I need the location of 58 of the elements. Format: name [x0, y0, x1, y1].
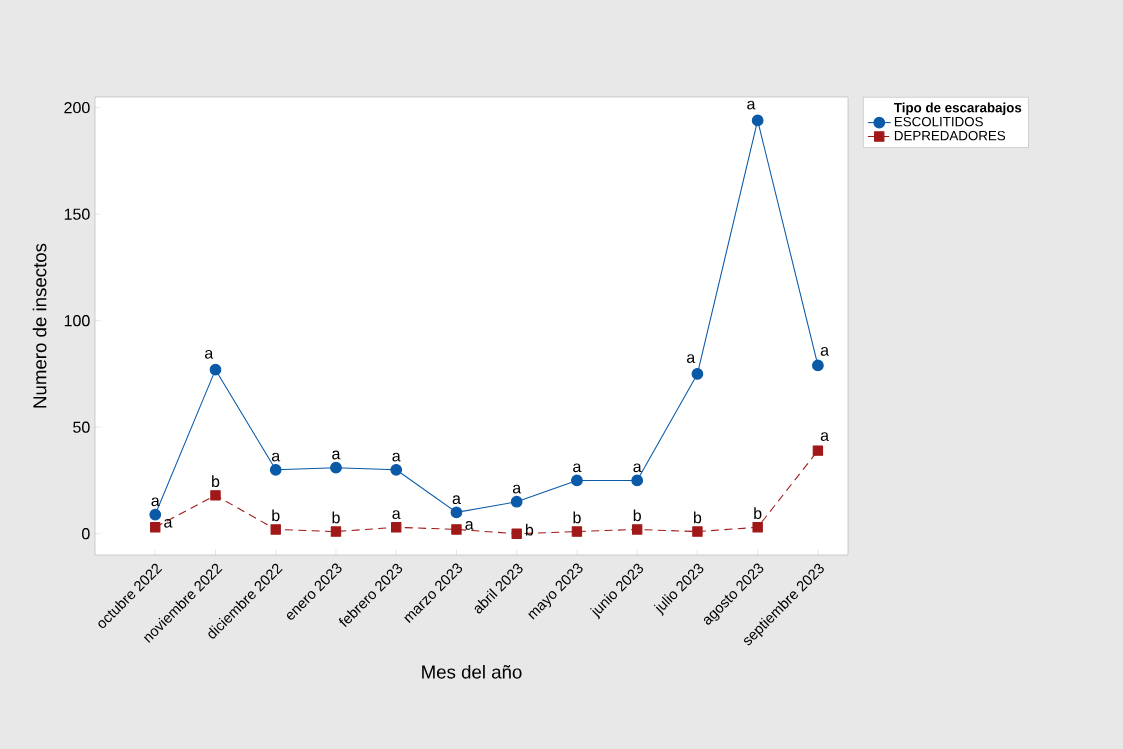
point	[390, 463, 403, 476]
annotation: b	[272, 509, 280, 522]
annotation: a	[392, 510, 401, 520]
legend-label: ESCOLITIDOS	[894, 116, 983, 127]
point	[210, 490, 221, 501]
point	[269, 463, 282, 476]
point	[450, 506, 463, 519]
legend-label: DEPREDADORES	[894, 130, 1006, 141]
point	[631, 524, 643, 535]
annotation: b	[573, 511, 581, 524]
point	[692, 526, 703, 537]
y-tick-label: 100	[64, 315, 90, 327]
point	[149, 508, 162, 521]
x-axis-title: Mes del año	[422, 664, 522, 679]
y-tick-label: 150	[64, 208, 90, 220]
y-tick-label: 0	[82, 528, 90, 540]
y-tick-label: 200	[64, 101, 90, 114]
annotation: b	[754, 507, 762, 520]
legend-title: Tipo de escarabajos	[893, 102, 1022, 116]
annotation: b	[633, 509, 641, 522]
annotation: a	[686, 354, 696, 363]
annotation: a	[820, 432, 829, 442]
annotation: a	[820, 347, 829, 356]
annotation: a	[747, 100, 756, 110]
annotation: b	[332, 511, 340, 524]
point	[451, 524, 462, 535]
annotation: a	[465, 521, 474, 530]
annotation: a	[332, 450, 341, 460]
annotation: a	[164, 518, 173, 528]
point	[751, 114, 764, 127]
point	[511, 528, 522, 539]
annotation: a	[205, 349, 214, 359]
point	[391, 522, 402, 533]
y-tick-label: 50	[73, 421, 90, 433]
annotation: a	[271, 452, 281, 462]
point	[752, 522, 763, 533]
point	[270, 524, 281, 535]
annotation: a	[452, 495, 461, 505]
y-axis-title: Numero de insectos	[32, 243, 47, 408]
point	[812, 359, 824, 372]
annotation: b	[693, 511, 702, 524]
point	[631, 474, 644, 487]
point	[571, 526, 583, 537]
annotation: a	[151, 497, 160, 507]
point	[571, 474, 583, 487]
annotation: a	[633, 463, 642, 473]
annotation: b	[212, 475, 220, 488]
point	[150, 522, 161, 533]
point	[812, 445, 824, 456]
point	[209, 363, 222, 376]
annotation: a	[573, 463, 582, 473]
point	[510, 495, 523, 508]
annotation: a	[512, 484, 522, 494]
point	[330, 526, 342, 537]
annotation: a	[392, 452, 401, 462]
point	[330, 461, 342, 474]
annotation: b	[525, 523, 534, 536]
point	[691, 368, 704, 380]
